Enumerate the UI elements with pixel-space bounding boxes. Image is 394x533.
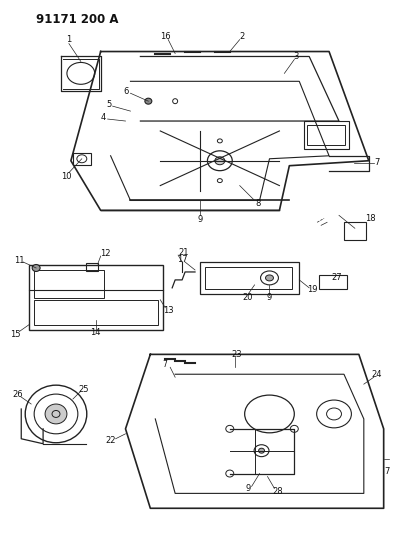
Text: 20: 20 [242,293,253,302]
Ellipse shape [145,98,152,104]
Ellipse shape [32,264,40,271]
Ellipse shape [258,448,264,453]
Text: 24: 24 [372,370,382,379]
Bar [34,300,158,325]
Bar [34,270,104,298]
Text: 7: 7 [163,360,168,369]
Text: 1: 1 [66,35,72,44]
Text: 14: 14 [91,328,101,337]
Text: 17: 17 [177,255,188,263]
Text: 23: 23 [231,350,242,359]
Text: 6: 6 [124,87,129,96]
Text: 26: 26 [12,390,22,399]
Text: 15: 15 [10,330,20,339]
Text: 91171 200 A: 91171 200 A [36,13,119,26]
Bar [73,153,91,165]
Text: 18: 18 [366,214,376,223]
Ellipse shape [215,157,225,165]
Text: 11: 11 [14,255,24,264]
Text: 12: 12 [100,248,111,257]
Text: 7: 7 [374,158,379,167]
Text: 10: 10 [61,172,71,181]
Text: 4: 4 [101,112,106,122]
Text: 8: 8 [255,199,260,208]
Text: 22: 22 [105,437,116,445]
Text: 21: 21 [179,248,190,256]
Text: 19: 19 [307,285,318,294]
Text: 16: 16 [160,32,171,41]
Ellipse shape [45,404,67,424]
Text: 25: 25 [78,385,89,394]
Bar [205,267,292,289]
Bar [200,262,299,294]
Bar [304,121,349,149]
Text: 7: 7 [384,467,389,476]
Text: 5: 5 [106,100,111,109]
Text: 9: 9 [245,484,250,493]
Bar [86,263,98,271]
Text: 27: 27 [332,273,342,282]
Bar [307,125,345,145]
Text: 28: 28 [272,487,283,496]
Text: 9: 9 [267,293,272,302]
Bar [319,275,347,289]
Text: 9: 9 [197,215,203,224]
Text: 13: 13 [163,306,173,315]
Bar [344,222,366,240]
Bar [29,265,163,329]
Ellipse shape [266,275,273,281]
Text: 3: 3 [294,52,299,61]
Text: 2: 2 [239,32,244,41]
